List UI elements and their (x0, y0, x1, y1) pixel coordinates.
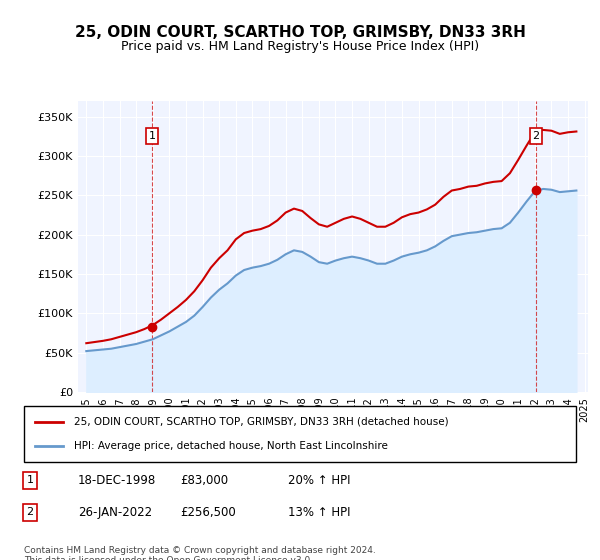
Text: 2: 2 (532, 130, 539, 141)
FancyBboxPatch shape (24, 406, 576, 462)
Text: £256,500: £256,500 (180, 506, 236, 519)
Text: 26-JAN-2022: 26-JAN-2022 (78, 506, 152, 519)
Text: 20% ↑ HPI: 20% ↑ HPI (288, 474, 350, 487)
Text: 1: 1 (149, 130, 155, 141)
Text: Contains HM Land Registry data © Crown copyright and database right 2024.
This d: Contains HM Land Registry data © Crown c… (24, 546, 376, 560)
Text: 18-DEC-1998: 18-DEC-1998 (78, 474, 156, 487)
Text: 13% ↑ HPI: 13% ↑ HPI (288, 506, 350, 519)
Text: 25, ODIN COURT, SCARTHO TOP, GRIMSBY, DN33 3RH: 25, ODIN COURT, SCARTHO TOP, GRIMSBY, DN… (74, 25, 526, 40)
Text: Price paid vs. HM Land Registry's House Price Index (HPI): Price paid vs. HM Land Registry's House … (121, 40, 479, 53)
Text: 25, ODIN COURT, SCARTHO TOP, GRIMSBY, DN33 3RH (detached house): 25, ODIN COURT, SCARTHO TOP, GRIMSBY, DN… (74, 417, 448, 427)
Text: HPI: Average price, detached house, North East Lincolnshire: HPI: Average price, detached house, Nort… (74, 441, 388, 451)
Text: 2: 2 (26, 507, 34, 517)
Text: 1: 1 (26, 475, 34, 486)
Text: £83,000: £83,000 (180, 474, 228, 487)
